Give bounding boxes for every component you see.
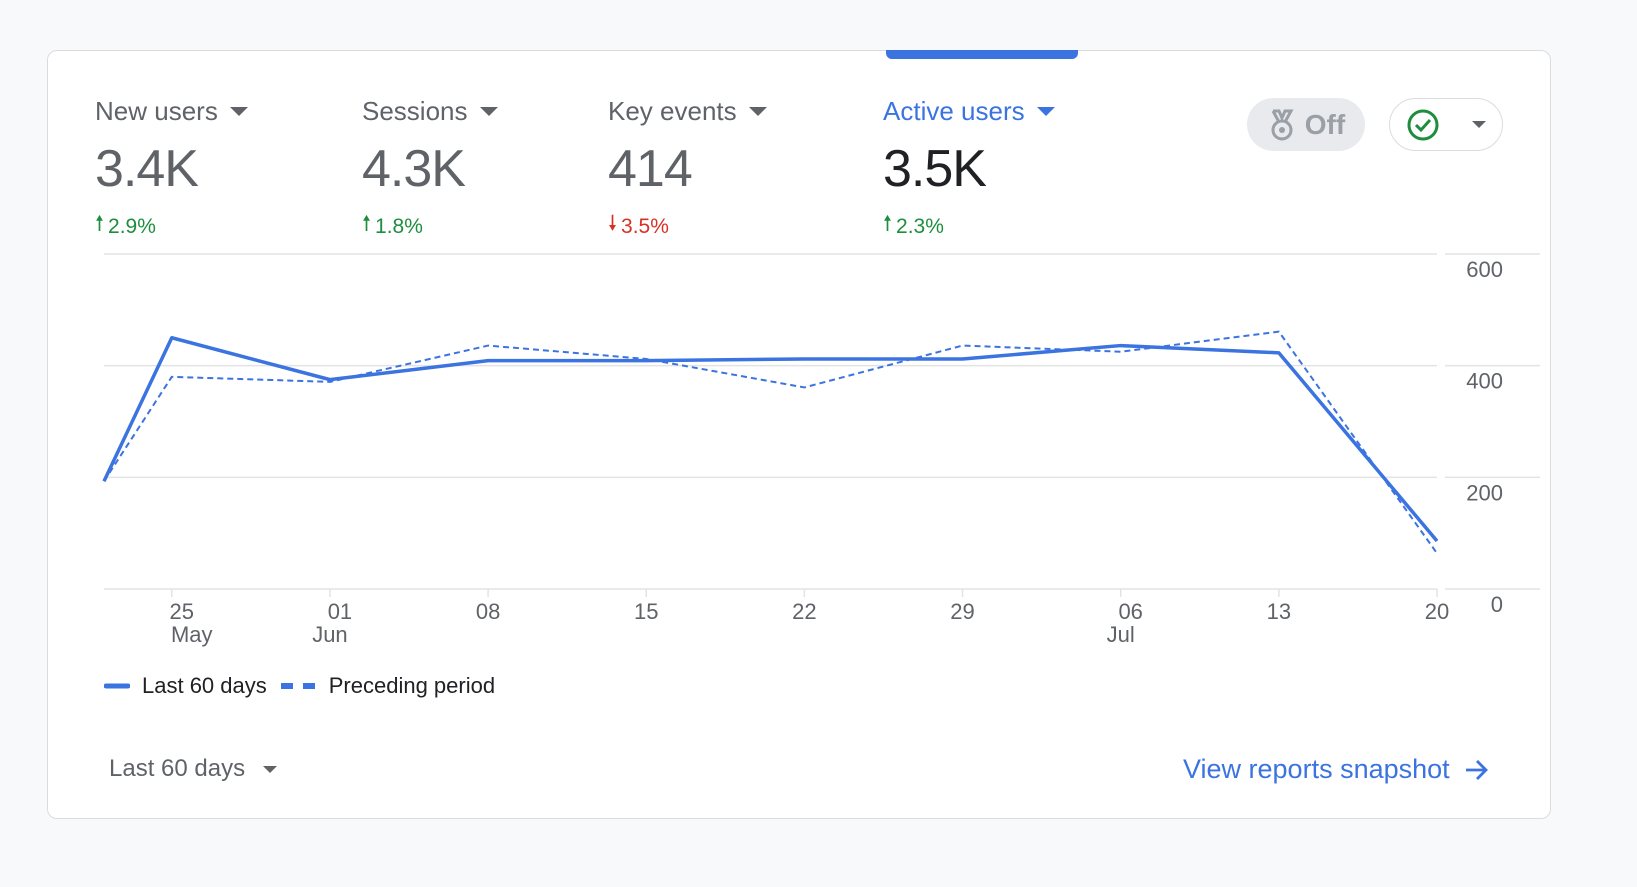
arrow-up-icon: 🠕 [883,212,893,235]
metric-value: 4.3K [362,140,466,198]
x-tick-label: 06 [1118,599,1142,624]
arrow-right-icon [1465,759,1488,780]
y-tick-label: 600 [1466,257,1503,282]
chart-legend: Last 60 days Preceding period [104,673,495,699]
x-tick-label: 22 [792,599,816,624]
y-tick-label: 200 [1466,480,1503,505]
x-tick-sublabel: Jun [312,622,347,647]
metric-label[interactable]: Sessions [362,96,498,127]
metric-active-users[interactable]: Active users 3.5K 🠕 2.3% [883,96,1055,244]
x-tick-label: 20 [1425,599,1449,624]
series-line-preceding-period [103,330,1438,554]
metric-delta: 🠕 2.3% [883,209,1055,244]
check-circle-icon [1407,109,1439,140]
metric-label[interactable]: Active users [883,96,1055,127]
metric-value: 414 [608,140,693,198]
legend-label-previous: Preceding period [328,673,496,698]
arrow-down-icon: 🠗 [608,212,618,235]
x-tick-label: 25 [170,599,194,624]
legend-solid-line-icon [104,683,130,689]
caret-down-icon [263,765,278,773]
arrow-up-icon: 🠕 [362,212,372,235]
metric-delta: 🠕 1.8% [362,209,498,244]
x-tick-sublabel: Jul [1107,622,1135,647]
metric-value: 3.5K [883,140,987,198]
caret-down-icon [479,107,498,116]
x-tick-label: 15 [634,599,658,624]
view-reports-snapshot-link[interactable]: View reports snapshot [1183,754,1490,785]
metric-sessions[interactable]: Sessions 4.3K 🠕 1.8% [362,96,498,244]
legend-label-current: Last 60 days [142,673,267,698]
metric-label[interactable]: New users [95,96,248,127]
x-tick-label: 01 [328,599,352,624]
x-tick-label: 13 [1267,599,1291,624]
selected-tab-indicator [886,50,1078,59]
metric-delta: 🠗 3.5% [608,209,767,244]
legend-dashed-line-icon [280,683,315,689]
insights-toggle-button[interactable]: Off [1247,98,1365,151]
x-tick-label: 08 [476,599,500,624]
caret-down-icon [229,107,248,116]
caret-down-icon [1036,107,1055,116]
caret-down-icon [748,107,767,116]
arrow-up-icon: 🠕 [95,212,105,235]
metric-new-users[interactable]: New users 3.4K 🠕 2.9% [95,96,248,244]
y-tick-label: 0 [1491,592,1503,617]
x-tick-sublabel: May [171,622,213,647]
y-tick-label: 400 [1466,369,1503,394]
metric-delta: 🠕 2.9% [95,209,248,244]
caret-down-icon [1472,121,1486,128]
x-tick-label: 29 [950,599,974,624]
metric-value: 3.4K [95,140,199,198]
medal-icon [1271,109,1294,140]
data-quality-dropdown[interactable] [1389,98,1503,151]
date-range-dropdown[interactable]: Last 60 days [109,755,278,783]
metric-key-events[interactable]: Key events 414 🠗 3.5% [608,96,767,244]
metric-label[interactable]: Key events [608,96,767,127]
series-line-last-60-days [102,336,1439,543]
overview-card [47,50,1551,819]
